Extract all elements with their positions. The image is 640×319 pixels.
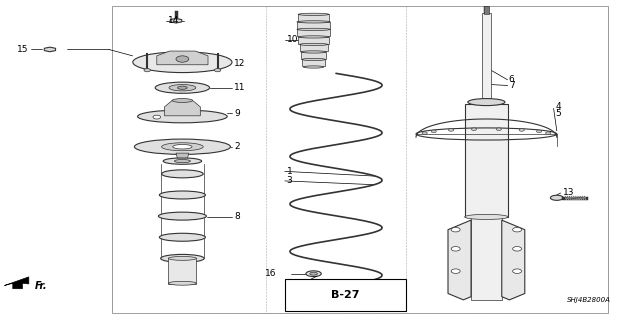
Ellipse shape bbox=[159, 233, 205, 241]
Circle shape bbox=[513, 247, 522, 251]
Bar bbox=[300, 44, 328, 51]
Circle shape bbox=[536, 130, 541, 133]
Ellipse shape bbox=[301, 51, 326, 53]
Polygon shape bbox=[4, 277, 29, 289]
Text: 11: 11 bbox=[234, 83, 246, 92]
Circle shape bbox=[153, 115, 161, 119]
Text: 16: 16 bbox=[265, 269, 276, 278]
Ellipse shape bbox=[158, 212, 206, 220]
Ellipse shape bbox=[168, 256, 196, 260]
Ellipse shape bbox=[297, 21, 330, 23]
Polygon shape bbox=[502, 220, 525, 300]
Text: 12: 12 bbox=[234, 59, 246, 68]
Ellipse shape bbox=[161, 170, 204, 178]
Bar bbox=[112, 6, 608, 313]
Circle shape bbox=[176, 56, 189, 62]
Bar bbox=[285, 279, 406, 311]
Bar bbox=[298, 37, 329, 44]
Bar bbox=[484, 6, 489, 14]
Polygon shape bbox=[176, 153, 189, 158]
Text: 1: 1 bbox=[287, 167, 292, 176]
Text: 6: 6 bbox=[509, 75, 515, 84]
Ellipse shape bbox=[297, 28, 330, 31]
Text: 4: 4 bbox=[556, 102, 561, 111]
Bar bbox=[465, 104, 508, 217]
Bar bbox=[297, 29, 330, 36]
Circle shape bbox=[513, 269, 522, 273]
Text: 5: 5 bbox=[556, 109, 561, 118]
Circle shape bbox=[214, 69, 221, 72]
Ellipse shape bbox=[300, 43, 328, 46]
Circle shape bbox=[451, 247, 460, 251]
Text: 10: 10 bbox=[287, 35, 298, 44]
Text: 2: 2 bbox=[234, 142, 240, 151]
Polygon shape bbox=[44, 47, 56, 52]
Circle shape bbox=[431, 130, 436, 133]
Ellipse shape bbox=[298, 36, 329, 38]
Ellipse shape bbox=[159, 191, 205, 199]
Polygon shape bbox=[164, 100, 200, 116]
Ellipse shape bbox=[465, 214, 508, 219]
Text: 13: 13 bbox=[563, 188, 574, 197]
Ellipse shape bbox=[168, 281, 196, 285]
Ellipse shape bbox=[172, 99, 193, 102]
Circle shape bbox=[546, 132, 551, 134]
Circle shape bbox=[449, 129, 454, 131]
Ellipse shape bbox=[133, 52, 232, 73]
Bar bbox=[471, 217, 502, 300]
Ellipse shape bbox=[177, 86, 187, 89]
Circle shape bbox=[519, 129, 524, 131]
Ellipse shape bbox=[134, 139, 230, 154]
Circle shape bbox=[496, 128, 501, 130]
Text: 15: 15 bbox=[17, 45, 29, 54]
Ellipse shape bbox=[169, 85, 196, 91]
Ellipse shape bbox=[298, 13, 329, 16]
Text: SHJ4B2800A: SHJ4B2800A bbox=[567, 297, 611, 303]
Bar bbox=[482, 13, 491, 102]
Text: 3: 3 bbox=[287, 176, 292, 185]
Bar bbox=[168, 258, 196, 284]
Bar bbox=[298, 14, 329, 21]
Ellipse shape bbox=[468, 99, 505, 106]
Ellipse shape bbox=[138, 110, 227, 123]
Bar bbox=[297, 22, 330, 29]
Text: B-27: B-27 bbox=[332, 290, 360, 300]
Bar bbox=[301, 52, 326, 59]
Text: 7: 7 bbox=[509, 81, 515, 90]
Circle shape bbox=[144, 69, 150, 72]
Ellipse shape bbox=[550, 195, 563, 200]
Circle shape bbox=[422, 132, 427, 134]
Ellipse shape bbox=[310, 272, 317, 275]
Text: 14: 14 bbox=[168, 16, 180, 25]
Text: 9: 9 bbox=[234, 109, 240, 118]
Ellipse shape bbox=[306, 271, 321, 277]
Ellipse shape bbox=[174, 160, 191, 163]
Polygon shape bbox=[170, 19, 182, 23]
Ellipse shape bbox=[161, 255, 204, 263]
Bar bbox=[302, 59, 325, 66]
Circle shape bbox=[451, 269, 460, 273]
Circle shape bbox=[472, 128, 477, 130]
Circle shape bbox=[513, 227, 522, 232]
Ellipse shape bbox=[303, 66, 324, 68]
Polygon shape bbox=[157, 51, 208, 65]
Ellipse shape bbox=[163, 158, 202, 164]
Ellipse shape bbox=[161, 143, 204, 151]
Ellipse shape bbox=[155, 82, 209, 93]
Ellipse shape bbox=[302, 58, 325, 61]
Text: Fr.: Fr. bbox=[35, 281, 48, 292]
Polygon shape bbox=[448, 220, 471, 300]
Text: 8: 8 bbox=[234, 212, 240, 221]
Ellipse shape bbox=[173, 145, 192, 149]
Circle shape bbox=[451, 227, 460, 232]
